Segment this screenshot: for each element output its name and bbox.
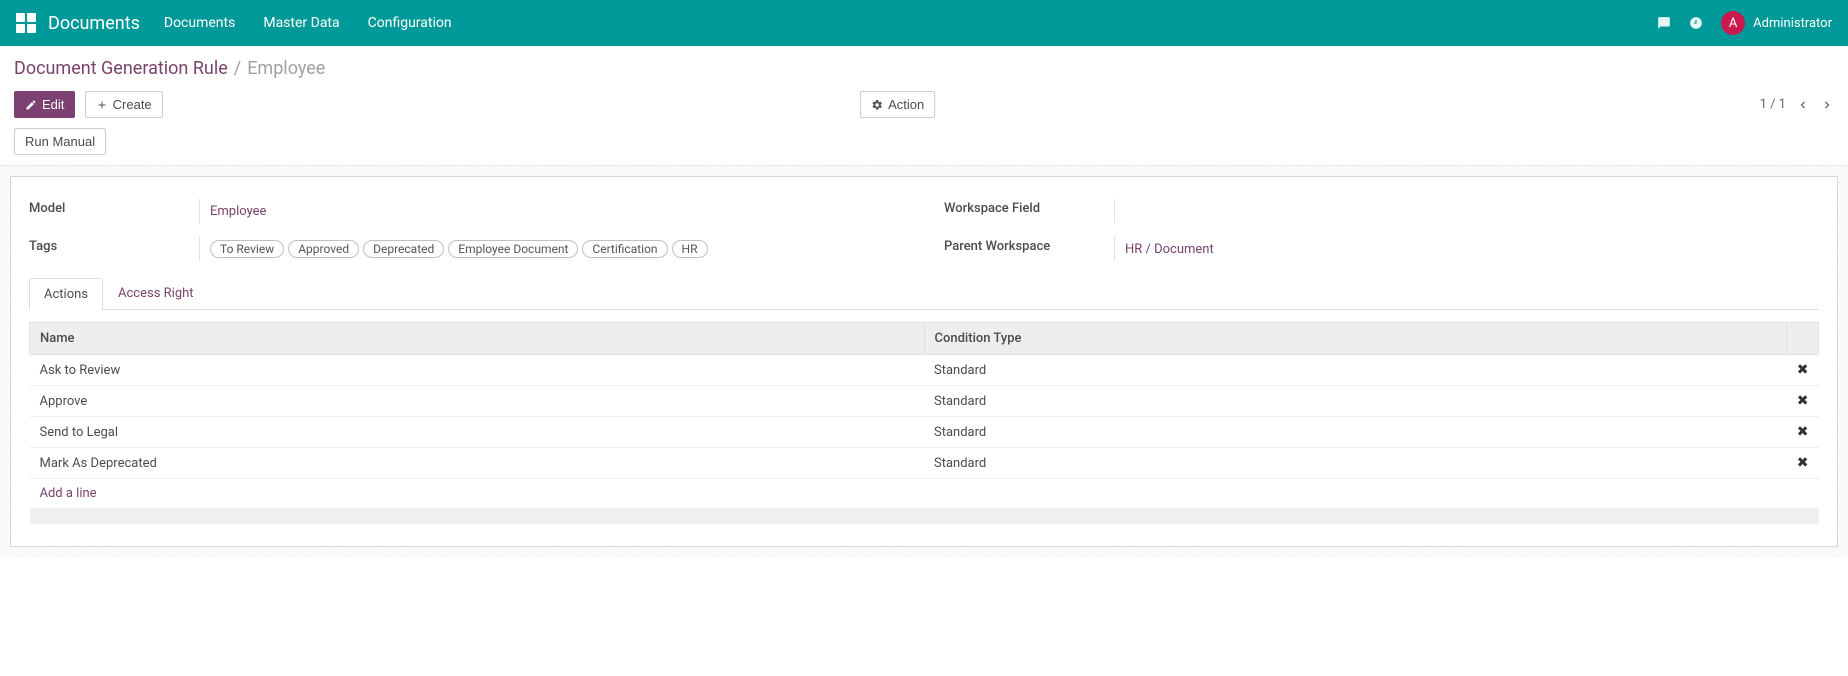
- statusbar: Run Manual: [0, 118, 1848, 166]
- cell-name: Send to Legal: [30, 417, 925, 448]
- nav-right: A Administrator: [1657, 11, 1832, 35]
- col-condition: Condition Type: [924, 323, 1787, 355]
- action-button[interactable]: Action: [860, 91, 935, 118]
- cell-condition: Standard: [924, 448, 1787, 479]
- tab-access-right[interactable]: Access Right: [103, 277, 209, 309]
- form-group-right: Workspace Field Parent Workspace HR / Do…: [944, 199, 1819, 261]
- table-row[interactable]: ApproveStandard ✖: [30, 386, 1819, 417]
- create-button[interactable]: Create: [85, 91, 163, 118]
- tags-label: Tags: [29, 237, 199, 254]
- user-menu[interactable]: A Administrator: [1721, 11, 1832, 35]
- cp-center: Action: [860, 91, 935, 118]
- breadcrumb: Document Generation Rule / Employee: [14, 58, 1834, 79]
- cell-condition: Standard: [924, 417, 1787, 448]
- footer-spacer: [30, 509, 1819, 524]
- control-panel: Document Generation Rule / Employee Edit…: [0, 46, 1848, 118]
- cell-delete: ✖: [1787, 355, 1819, 386]
- table-row[interactable]: Ask to ReviewStandard ✖: [30, 355, 1819, 386]
- activity-icon[interactable]: [1689, 16, 1703, 30]
- control-panel-row: Edit Create Action 1 / 1: [14, 91, 1834, 118]
- delete-icon[interactable]: ✖: [1797, 424, 1809, 440]
- tag[interactable]: Deprecated: [363, 240, 444, 258]
- edit-button[interactable]: Edit: [14, 91, 75, 118]
- chevron-left-icon[interactable]: [1796, 98, 1810, 112]
- nav-menu: Documents Master Data Configuration: [164, 15, 452, 31]
- tag[interactable]: Employee Document: [448, 240, 578, 258]
- tags-container: To ReviewApprovedDeprecatedEmployee Docu…: [199, 237, 904, 261]
- run-manual-button[interactable]: Run Manual: [14, 128, 106, 155]
- workspace-field-label: Workspace Field: [944, 199, 1114, 216]
- breadcrumb-parent[interactable]: Document Generation Rule: [14, 58, 228, 79]
- delete-icon[interactable]: ✖: [1797, 393, 1809, 409]
- parent-workspace-label: Parent Workspace: [944, 237, 1114, 254]
- edit-label: Edit: [42, 97, 64, 112]
- cell-name: Mark As Deprecated: [30, 448, 925, 479]
- cp-left: Edit Create: [14, 91, 163, 118]
- brand-title[interactable]: Documents: [48, 13, 140, 34]
- model-label: Model: [29, 199, 199, 216]
- col-delete: [1787, 323, 1819, 355]
- cell-condition: Standard: [924, 386, 1787, 417]
- pager-text: 1 / 1: [1760, 97, 1786, 112]
- cell-name: Ask to Review: [30, 355, 925, 386]
- cell-name: Approve: [30, 386, 925, 417]
- parent-workspace-link[interactable]: HR / Document: [1125, 242, 1214, 257]
- gear-icon: [871, 99, 883, 111]
- chat-icon[interactable]: [1657, 16, 1671, 30]
- cp-right: 1 / 1: [1760, 97, 1834, 112]
- workspace-field-value: [1114, 199, 1819, 223]
- form-top: Model Employee Tags To ReviewApprovedDep…: [29, 199, 1819, 261]
- delete-icon[interactable]: ✖: [1797, 455, 1809, 471]
- model-value-wrap: Employee: [199, 199, 904, 223]
- delete-icon[interactable]: ✖: [1797, 362, 1809, 378]
- tabs: Actions Access Right: [29, 277, 1819, 310]
- table-row[interactable]: Mark As DeprecatedStandard ✖: [30, 448, 1819, 479]
- navbar: Documents Documents Master Data Configur…: [0, 0, 1848, 46]
- actions-table: Name Condition Type Ask to ReviewStandar…: [29, 322, 1819, 524]
- breadcrumb-current: Employee: [247, 58, 325, 79]
- tag[interactable]: Approved: [288, 240, 359, 258]
- model-link[interactable]: Employee: [210, 204, 266, 219]
- pencil-icon: [25, 99, 37, 111]
- add-line[interactable]: Add a line: [40, 486, 97, 501]
- pager: 1 / 1: [1760, 97, 1834, 112]
- content-wrap: Model Employee Tags To ReviewApprovedDep…: [0, 166, 1848, 557]
- table-row[interactable]: Send to LegalStandard ✖: [30, 417, 1819, 448]
- add-line-row: Add a line: [30, 479, 1819, 509]
- cell-condition: Standard: [924, 355, 1787, 386]
- nav-item-configuration[interactable]: Configuration: [368, 15, 452, 31]
- table-header-row: Name Condition Type: [30, 323, 1819, 355]
- avatar-initial: A: [1729, 16, 1737, 31]
- cell-delete: ✖: [1787, 417, 1819, 448]
- user-name: Administrator: [1753, 16, 1832, 31]
- plus-icon: [96, 99, 108, 111]
- breadcrumb-separator: /: [234, 58, 241, 79]
- run-manual-label: Run Manual: [25, 134, 95, 149]
- create-label: Create: [113, 97, 152, 112]
- nav-item-master-data[interactable]: Master Data: [263, 15, 339, 31]
- nav-item-documents[interactable]: Documents: [164, 15, 235, 31]
- tab-actions[interactable]: Actions: [29, 278, 103, 310]
- chevron-right-icon[interactable]: [1820, 98, 1834, 112]
- tag[interactable]: To Review: [210, 240, 284, 258]
- cell-delete: ✖: [1787, 386, 1819, 417]
- tag[interactable]: HR: [672, 240, 708, 258]
- parent-workspace-value: HR / Document: [1114, 237, 1819, 261]
- action-label: Action: [888, 97, 924, 112]
- form-group-left: Model Employee Tags To ReviewApprovedDep…: [29, 199, 904, 261]
- form-sheet: Model Employee Tags To ReviewApprovedDep…: [10, 176, 1838, 547]
- cell-delete: ✖: [1787, 448, 1819, 479]
- col-name: Name: [30, 323, 925, 355]
- avatar: A: [1721, 11, 1745, 35]
- tag[interactable]: Certification: [582, 240, 667, 258]
- apps-icon[interactable]: [16, 13, 36, 33]
